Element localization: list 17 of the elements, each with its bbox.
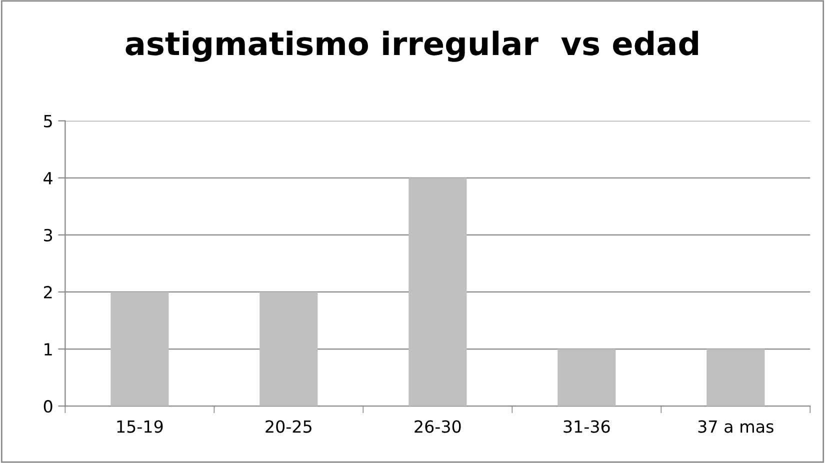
x-tick-label: 31-36: [564, 420, 610, 433]
y-tick-label: 2: [44, 286, 52, 298]
bar: [408, 178, 467, 406]
y-tick-label: 4: [44, 172, 52, 184]
y-tick-label: 5: [44, 115, 52, 128]
x-tick-label: 20-25: [266, 420, 312, 433]
chart-title: astigmatismo irregular vs edad: [126, 30, 698, 62]
y-tick-label: 1: [44, 343, 52, 356]
bar: [558, 349, 616, 406]
bar: [110, 292, 169, 406]
bar: [260, 292, 318, 406]
x-tick-label: 26-30: [414, 420, 461, 433]
y-tick-label: 3: [44, 228, 52, 242]
x-tick-label: 15-19: [117, 420, 163, 433]
y-tick-label: 0: [44, 400, 52, 413]
bar: [706, 349, 765, 406]
x-tick-label: 37 a mas: [698, 420, 774, 433]
